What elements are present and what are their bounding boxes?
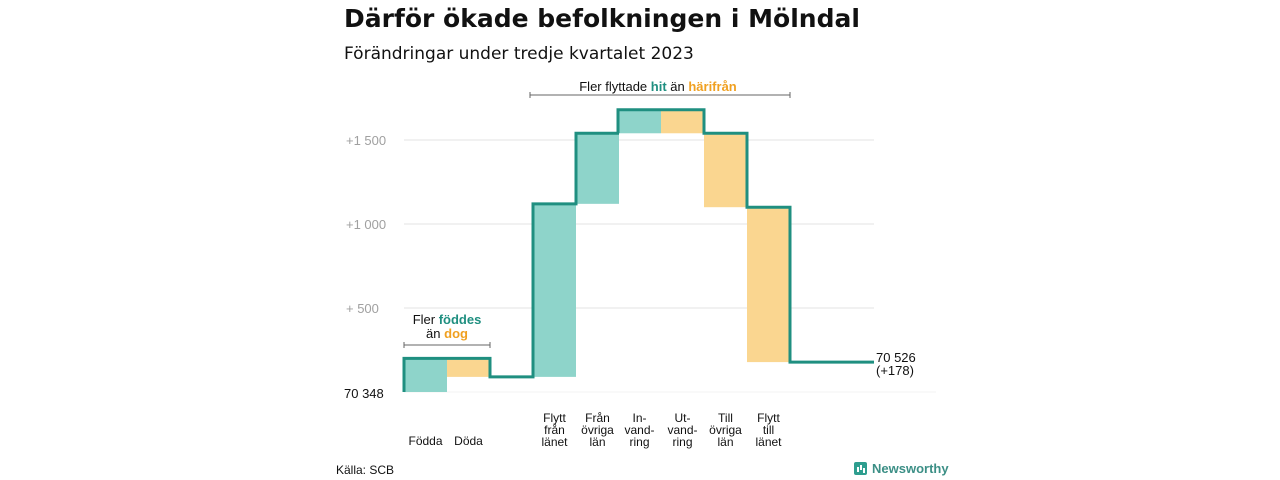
bar-ut-vand-ring [661, 109, 704, 134]
y-tick-label: +1 000 [346, 217, 386, 232]
start-value-label: 70 348 [344, 386, 384, 401]
end-change-label: (+178) [876, 363, 914, 378]
brand-name: Newsworthy [872, 461, 949, 476]
category-label: Flytt från länet [541, 411, 568, 449]
bar-till-övriga-län [704, 133, 747, 208]
brand-logo: Newsworthy [854, 461, 949, 476]
bar-döda [447, 358, 490, 377]
end-value-label: 70 526 [876, 350, 916, 365]
bar-från-övriga-län [576, 133, 619, 204]
cumulative-step-line [402, 108, 874, 392]
newsworthy-icon [854, 462, 867, 475]
category-label: Födda [408, 434, 442, 448]
bar-flytt-till-länet [747, 207, 790, 363]
category-label: In-vand-ring [624, 411, 654, 449]
bar-in-vand-ring [618, 109, 661, 134]
chart-subtitle: Förändringar under tredje kvartalet 2023 [344, 44, 694, 64]
births-annotation-line2: än dog [426, 326, 468, 341]
migration-annotation: Fler flyttade hit än härifrån [579, 79, 737, 94]
bar-födda [404, 358, 447, 392]
y-tick-label: +1 500 [346, 133, 386, 148]
chart-title: Därför ökade befolkningen i Mölndal [344, 4, 860, 33]
bar-flytt-från-länet [533, 203, 576, 377]
category-label: Från övriga län [581, 411, 614, 449]
category-label: Flytt till länet [755, 411, 782, 449]
source-note: Källa: SCB [336, 463, 395, 477]
category-label: Till övriga län [709, 411, 742, 449]
births-annotation: Fler föddes [413, 312, 482, 327]
category-label: Ut-vand-ring [667, 411, 697, 449]
category-label: Döda [454, 434, 483, 448]
y-tick-label: + 500 [346, 301, 379, 316]
